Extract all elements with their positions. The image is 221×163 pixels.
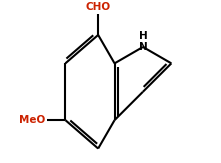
- Text: MeO: MeO: [19, 115, 46, 125]
- Text: N: N: [139, 42, 147, 52]
- Text: H: H: [139, 31, 147, 41]
- Text: CHO: CHO: [86, 2, 111, 12]
